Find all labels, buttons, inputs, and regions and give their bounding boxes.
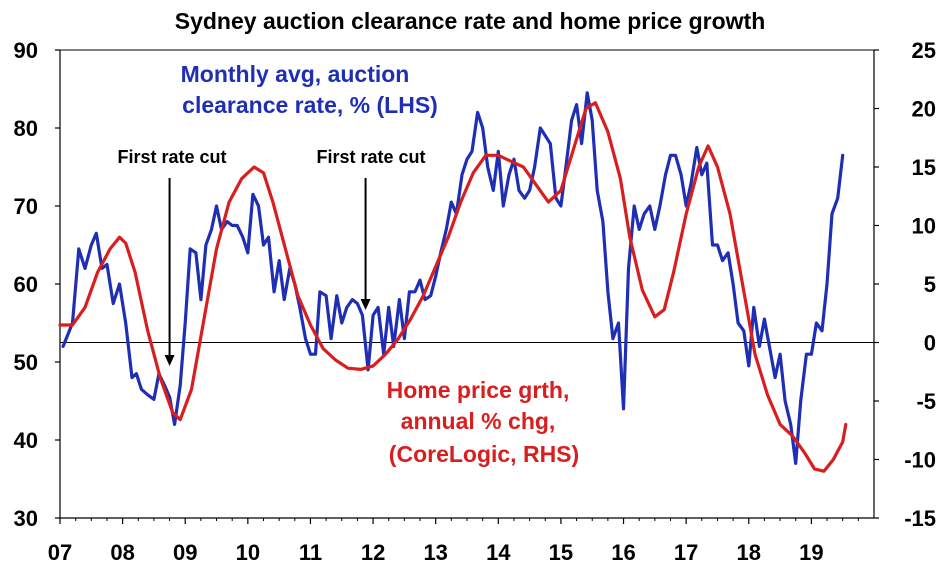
left-tick-label: 90	[14, 38, 38, 63]
red-series-label-line2: annual % chg,	[401, 408, 556, 434]
blue-series-label-line2: clearance rate, % (LHS)	[182, 92, 438, 118]
rate-cut-arrow-1	[164, 178, 175, 366]
right-tick-label: 25	[912, 38, 936, 63]
left-tick-label: 30	[14, 506, 38, 531]
right-tick-label: 15	[912, 155, 936, 180]
x-tick-label: 16	[611, 540, 635, 565]
chart-title: Sydney auction clearance rate and home p…	[175, 8, 766, 34]
series-group	[58, 91, 848, 473]
rate-cut-label-1: First rate cut	[117, 147, 226, 167]
x-tick-label: 18	[737, 540, 761, 565]
left-tick-label: 60	[14, 272, 38, 297]
rate-cut-arrow-2-head	[360, 299, 371, 310]
home-price-growth-line	[58, 101, 848, 473]
x-tick-label: 15	[549, 540, 573, 565]
rate-cut-label-2: First rate cut	[316, 147, 425, 167]
right-tick-label: 20	[912, 97, 936, 122]
rate-cut-arrow-1-head	[164, 355, 175, 366]
left-tick-label: 40	[14, 428, 38, 453]
rate-cut-arrow-2	[360, 178, 371, 310]
x-tick-label: 12	[361, 540, 385, 565]
x-tick-label: 19	[799, 540, 823, 565]
x-tick-label: 13	[423, 540, 447, 565]
auction-clearance-line	[61, 91, 845, 465]
right-tick-label: -15	[904, 506, 936, 531]
right-tick-label: 10	[912, 214, 936, 239]
left-tick-label: 50	[14, 350, 38, 375]
x-tick-label: 09	[173, 540, 197, 565]
x-tick-label: 11	[299, 540, 322, 565]
right-tick-label: -5	[916, 389, 936, 414]
red-series-label-line3: (CoreLogic, RHS)	[389, 441, 579, 467]
red-series-label-line1: Home price grth,	[387, 377, 570, 403]
axes: 30 40 50 60 70 80 90 -15 -10 -5 0 5 10 15 20 25 07 08 09 10…	[14, 38, 936, 565]
left-tick-label: 80	[14, 116, 38, 141]
blue-series-label-line1: Monthly avg, auction	[181, 61, 410, 87]
right-tick-label: 0	[924, 331, 936, 356]
x-tick-label: 17	[674, 540, 698, 565]
annotations: Monthly avg, auction clearance rate, % (…	[117, 61, 579, 467]
right-tick-label: 5	[924, 272, 936, 297]
x-tick-label: 14	[486, 540, 511, 565]
left-tick-label: 70	[14, 194, 38, 219]
x-tick-label: 10	[236, 540, 260, 565]
x-tick-label: 08	[110, 540, 134, 565]
right-tick-label: -10	[904, 448, 936, 473]
x-tick-label: 07	[48, 540, 72, 565]
